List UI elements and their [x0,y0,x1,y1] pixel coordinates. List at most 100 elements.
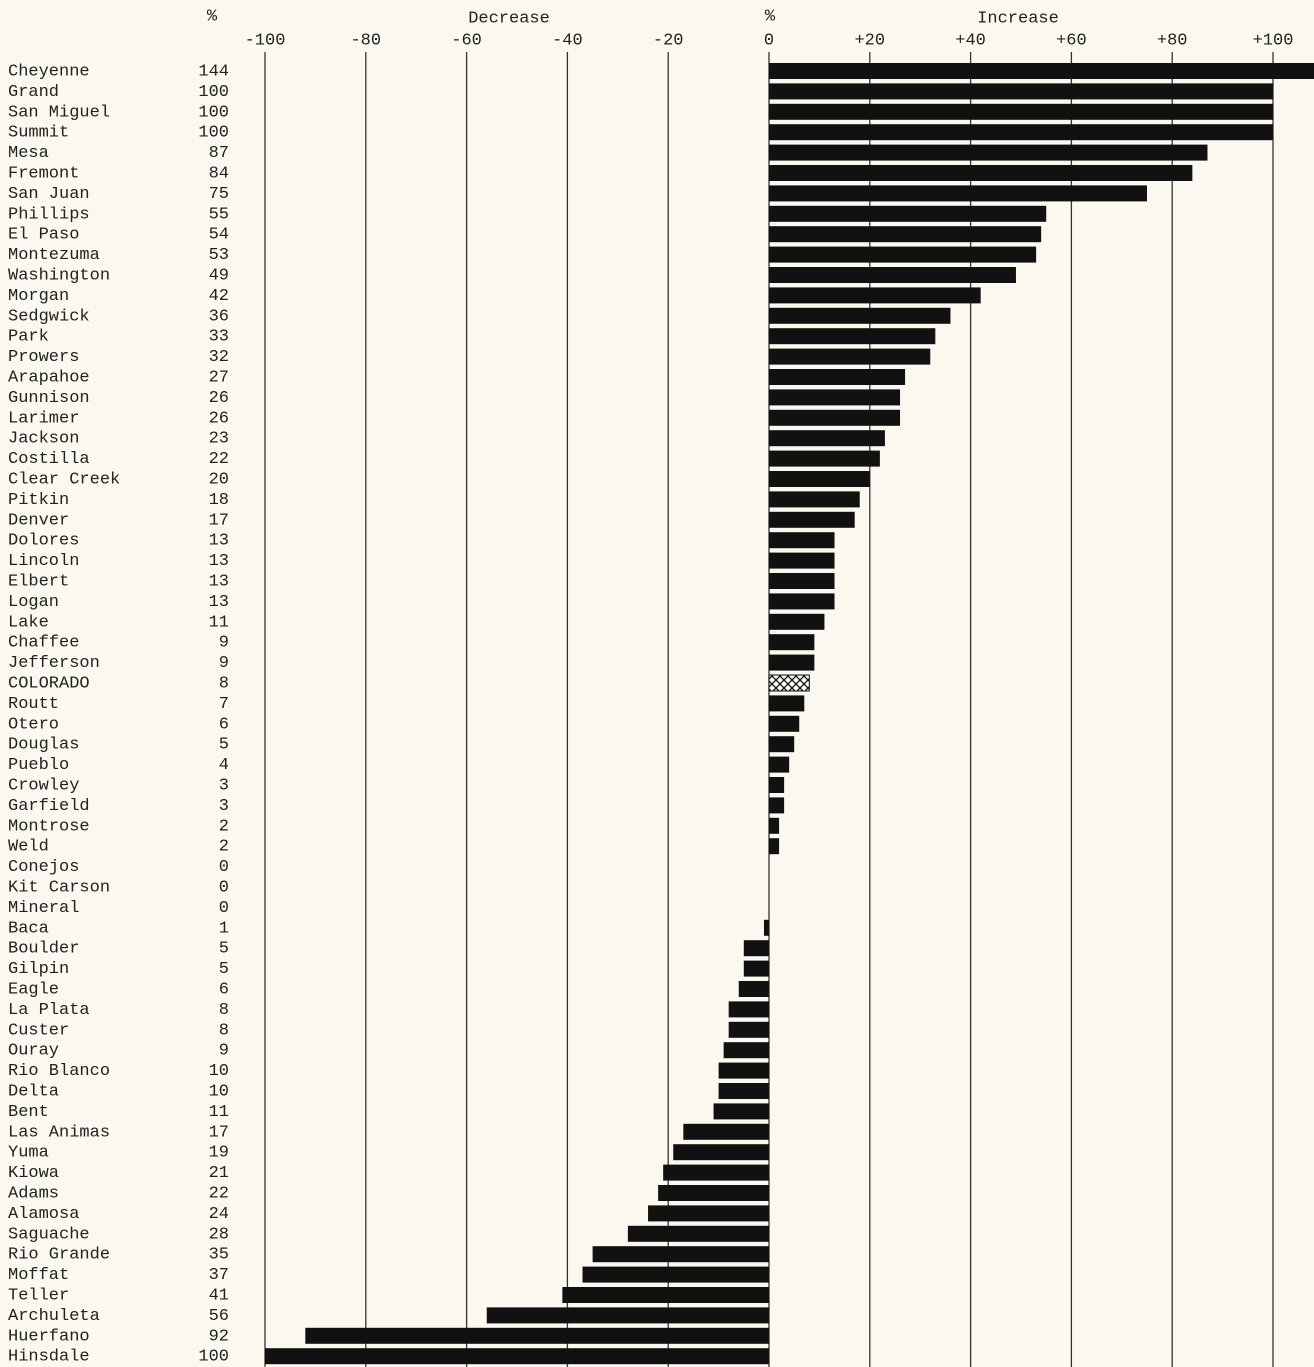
bar [769,491,860,508]
bar [769,185,1147,202]
category-label: Custer [8,1021,69,1040]
value-label: 42 [209,287,229,306]
bar [769,756,790,773]
bar [769,471,870,487]
category-label: Weld [8,838,49,857]
category-label: Lake [8,613,49,632]
category-label: Fremont [8,164,79,183]
value-label: 32 [209,348,229,367]
x-tick-label: +20 [854,31,885,50]
value-label: 9 [219,634,229,653]
category-label: Rio Grande [8,1246,110,1265]
category-label: Douglas [8,736,79,755]
bar [769,144,1208,161]
bar [769,103,1273,120]
bar [769,838,780,855]
value-label: 0 [219,858,229,877]
category-label: Montrose [8,817,90,836]
value-label: 27 [209,368,229,387]
value-label: 5 [219,940,229,959]
category-label: Ouray [8,1042,59,1061]
bar [769,246,1037,263]
bar [769,430,885,447]
value-label: 3 [219,797,229,816]
value-label: 13 [209,552,229,571]
value-label: 4 [219,756,229,775]
value-label: 56 [209,1307,229,1326]
bar [769,409,901,426]
category-label: Garfield [8,797,90,816]
bar [723,1042,769,1059]
category-label: Morgan [8,287,69,306]
category-label: Dolores [8,532,79,551]
value-label: 10 [209,1062,229,1081]
value-label: 13 [209,572,229,591]
bar [769,817,780,834]
value-label: 5 [219,960,229,979]
x-tick-label: +40 [955,31,986,50]
value-label: 100 [198,124,229,143]
x-tick-label: 0 [764,31,774,50]
bar [627,1225,769,1242]
bar [663,1164,769,1181]
bar [683,1123,769,1140]
value-label: 84 [209,164,229,183]
bar [769,267,1016,283]
value-label: 53 [209,246,229,265]
category-label: Archuleta [8,1307,100,1326]
bar [769,63,1314,79]
category-label: COLORADO [8,674,90,693]
category-label: Pueblo [8,756,69,775]
category-label: Larimer [8,409,79,428]
category-label: Prowers [8,348,79,367]
category-label: Elbert [8,572,69,591]
bar [738,981,769,997]
bar [769,736,795,753]
bar [769,83,1273,100]
bar [769,695,805,712]
x-tick-label: +80 [1157,31,1188,50]
bar [769,593,835,610]
value-label: 19 [209,1144,229,1163]
category-label: Moffat [8,1266,69,1285]
bar [718,1083,769,1099]
bar [769,328,936,345]
value-label: 11 [209,1103,229,1122]
category-label: Boulder [8,940,79,959]
bar [769,124,1273,141]
category-label: Adams [8,1184,59,1203]
category-label: Arapahoe [8,368,90,387]
value-label: 22 [209,1184,229,1203]
x-tick-label: -60 [451,31,482,50]
value-label: 33 [209,328,229,347]
value-label: 2 [219,817,229,836]
value-label: 55 [209,205,229,224]
value-label: 11 [209,613,229,632]
category-label: San Miguel [8,103,110,122]
category-label: Gilpin [8,960,69,979]
value-label: 21 [209,1164,229,1183]
value-label: 0 [219,899,229,918]
bar [769,205,1047,222]
bar [769,450,880,467]
category-label: Rio Blanco [8,1062,110,1081]
category-label: Kit Carson [8,878,110,897]
bar [768,674,810,692]
value-label: 24 [209,1205,229,1224]
bar [763,919,769,936]
category-label: Otero [8,715,59,734]
value-label: 7 [219,695,229,714]
bar [658,1185,769,1201]
category-label: El Paso [8,226,79,245]
category-label: Mesa [8,144,49,163]
category-label: Chaffee [8,634,79,653]
value-label: 23 [209,430,229,449]
value-label: 0 [219,878,229,897]
value-label: 54 [209,226,229,245]
category-label: Denver [8,511,69,530]
value-label: 13 [209,532,229,551]
value-label: 37 [209,1266,229,1285]
bar [743,940,769,957]
category-label: Hinsdale [8,1348,90,1367]
